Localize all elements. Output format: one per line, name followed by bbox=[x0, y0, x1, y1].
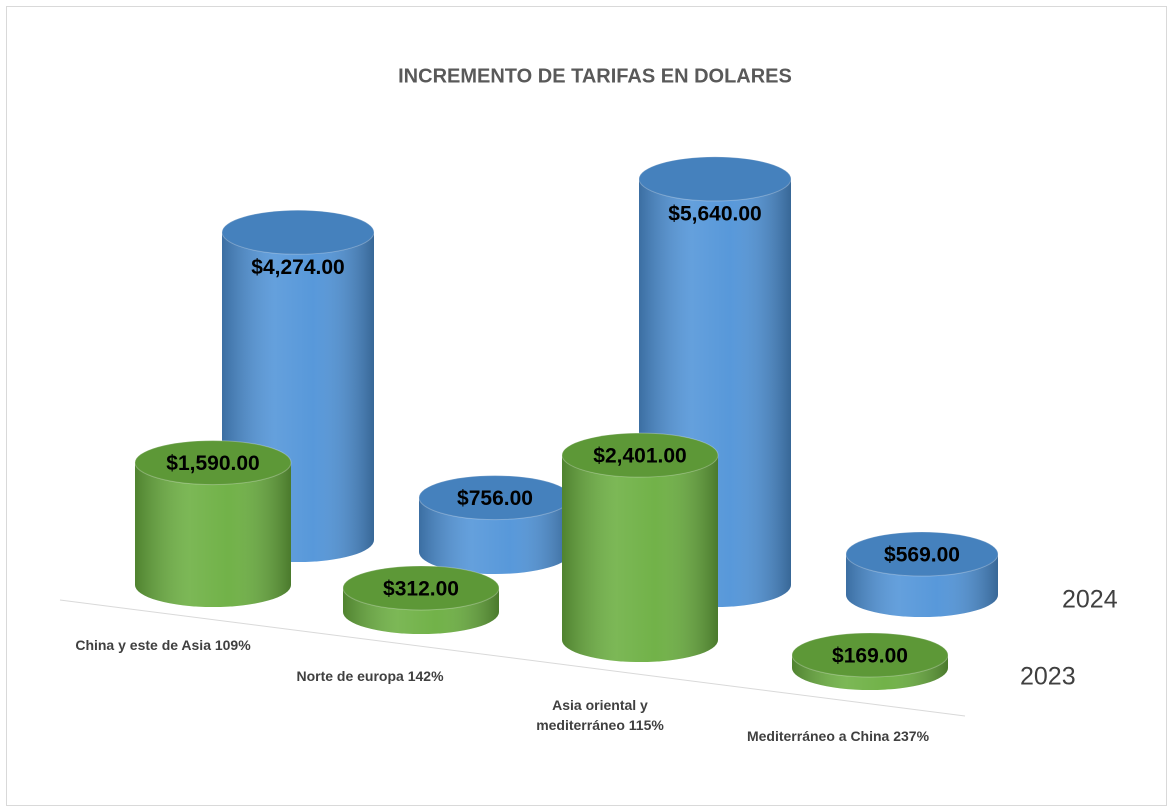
floor-line bbox=[59, 599, 966, 717]
cylinder-top bbox=[845, 531, 999, 577]
data-label: $756.00 bbox=[457, 487, 533, 510]
data-label: $2,401.00 bbox=[593, 445, 686, 468]
x-tick-label: Mediterráneo a China 237% bbox=[746, 728, 930, 744]
cylinder-top-shade bbox=[562, 433, 718, 478]
cylinder-top bbox=[221, 209, 375, 255]
data-label: $312.00 bbox=[383, 578, 459, 601]
cylinder-top bbox=[342, 565, 500, 611]
cylinder-top-shade bbox=[343, 565, 499, 610]
plot: $4,274.00 $756.00 $5,640.00 $569.00 $1,590.0… bbox=[134, 156, 999, 690]
cylinder-top bbox=[561, 432, 719, 478]
cylinder-shade bbox=[419, 497, 571, 574]
cylinder-top bbox=[134, 440, 292, 486]
data-label: $169.00 bbox=[832, 645, 908, 668]
cylinder-top bbox=[791, 632, 949, 678]
cylinder-shade bbox=[135, 462, 291, 607]
data-label: $1,590.00 bbox=[166, 452, 259, 475]
chart-title: INCREMENTO DE TARIFAS EN DOLARES bbox=[398, 65, 792, 87]
legend-label: 2023 bbox=[1020, 663, 1076, 691]
data-label: $4,274.00 bbox=[251, 256, 344, 279]
x-tick-label: Norte de europa 142% bbox=[296, 668, 444, 684]
cylinder-top-shade bbox=[639, 156, 791, 201]
cylinder-top bbox=[638, 156, 792, 202]
legend-label: 2024 bbox=[1062, 586, 1118, 614]
data-label: $5,640.00 bbox=[668, 202, 761, 225]
x-tick-label: China y este de Asia 109% bbox=[75, 637, 251, 653]
cylinder-top-shade bbox=[792, 632, 948, 677]
cylinder-top-shade bbox=[222, 210, 374, 255]
chart-border bbox=[6, 6, 1167, 806]
cylinder-top-shade bbox=[419, 475, 571, 520]
cylinder-shade bbox=[562, 455, 718, 662]
x-tick-label: Asia oriental y mediterráneo 115% bbox=[536, 697, 664, 733]
cylinder-top-shade bbox=[846, 532, 998, 577]
data-label: $569.00 bbox=[884, 544, 960, 567]
cylinder-top-shade bbox=[135, 440, 291, 485]
